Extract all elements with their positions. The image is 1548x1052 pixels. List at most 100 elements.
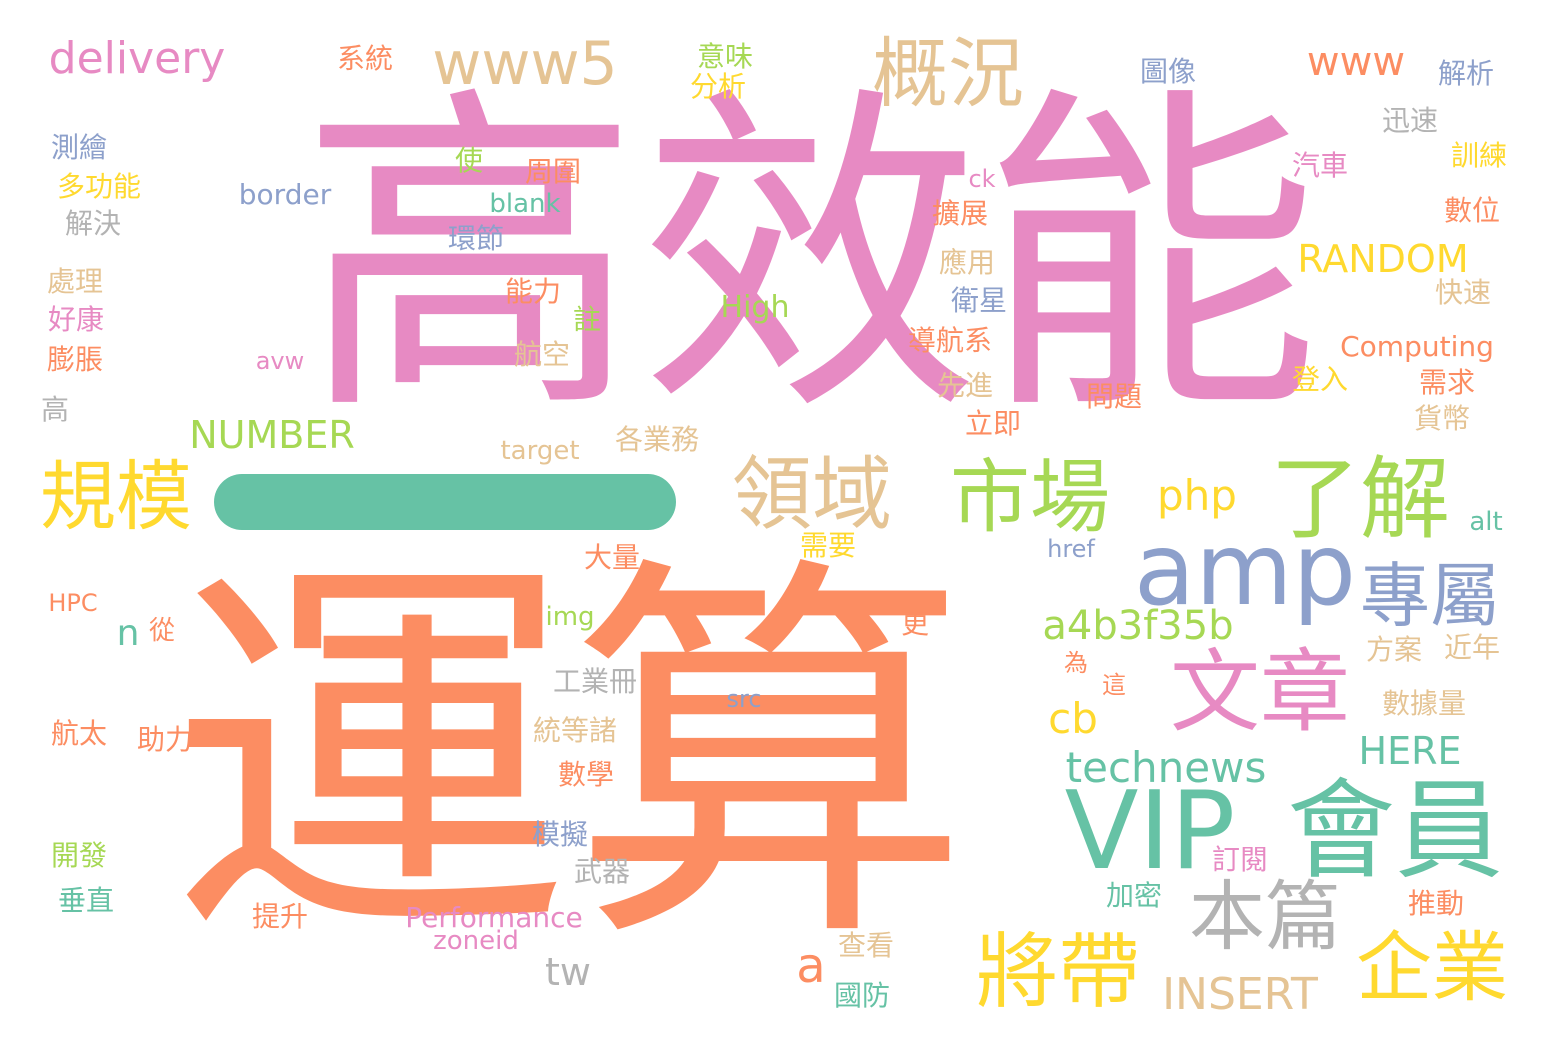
word-alt: alt — [1469, 507, 1503, 537]
word-insert: INSERT — [1162, 969, 1318, 1020]
word-958b-767c: 開發 — [50, 839, 108, 872]
word-5c08-5c6c: 專屬 — [1360, 555, 1500, 637]
word-66f4: 更 — [900, 607, 930, 640]
word-5716-50cf: 圖像 — [1139, 55, 1197, 88]
word-cb: cb — [1048, 694, 1098, 743]
word-ck: ck — [968, 165, 996, 193]
word-php: php — [1157, 471, 1237, 520]
word-6587-7ae0: 文章 — [1170, 640, 1350, 745]
decorative-bar — [214, 474, 676, 530]
word-src: src — [726, 685, 762, 713]
word-www: www — [1306, 39, 1406, 85]
word-a: a — [796, 938, 826, 994]
word-n: n — [116, 613, 140, 654]
word-5148-9032: 先進 — [936, 369, 994, 402]
word-hpc: HPC — [48, 589, 98, 617]
word-5de5-696d-518a: 工業冊 — [552, 665, 638, 698]
word-9700-8981: 需要 — [799, 529, 857, 562]
word-8a3b: 註 — [572, 303, 602, 336]
word-89e3-6790: 解析 — [1437, 57, 1495, 90]
word-65b9-6848: 方案 — [1365, 633, 1423, 666]
word-5782-76f4: 垂直 — [57, 884, 115, 917]
word-delivery: delivery — [48, 33, 226, 84]
word-9019: 這 — [1102, 671, 1126, 699]
word-6578-64da-91cf: 數據量 — [1381, 687, 1467, 720]
word-89e3-6c7a: 解決 — [64, 207, 122, 240]
word-61c9-7528: 應用 — [938, 246, 996, 279]
word-8655-7406: 處理 — [46, 265, 104, 298]
word-904b-7b97: 運算 — [170, 527, 970, 992]
word-9700-6c42: 需求 — [1418, 366, 1476, 399]
word-67e5-770b: 查看 — [837, 929, 895, 962]
word-6c7d-8eca: 汽車 — [1291, 149, 1349, 182]
word-4f7f: 使 — [454, 144, 484, 177]
word-8a13-7df4: 訓練 — [1450, 139, 1508, 172]
word-570b-9632: 國防 — [833, 979, 891, 1012]
word-8fc5-901f: 迅速 — [1381, 104, 1439, 137]
word-random: RANDOM — [1297, 237, 1469, 281]
word-597d-5eb7: 好康 — [47, 303, 105, 336]
word-6578-5b78: 數學 — [557, 758, 615, 791]
word-898f-6a21: 規模 — [40, 452, 192, 541]
word-822a-592a: 航太 — [50, 717, 108, 750]
word-70ba: 為 — [1064, 649, 1088, 677]
word-vip: VIP — [1064, 769, 1236, 894]
word-avw: avw — [255, 347, 305, 375]
word-63d0-5347: 提升 — [251, 900, 309, 933]
word-8ca8-5e63: 貨幣 — [1413, 402, 1471, 435]
word-672c-7bc7: 本篇 — [1189, 872, 1341, 961]
word-6703-54e1: 會員 — [1286, 769, 1504, 894]
word-591a-529f-80fd: 多功能 — [56, 170, 142, 203]
word-767b-5165: 登入 — [1291, 363, 1349, 396]
word-610f-5473: 意味 — [696, 40, 754, 73]
word-img: img — [545, 602, 595, 632]
word-9ad8: 高 — [40, 393, 70, 426]
word-5c07-5e36: 將帶 — [975, 925, 1141, 1020]
word-7cfb-7d71: 系統 — [336, 42, 394, 75]
word-9818-57df: 領域 — [732, 448, 892, 541]
word-zoneid: zoneid — [433, 926, 519, 956]
word-4e86-89e3: 了解 — [1270, 447, 1450, 552]
word-7acb-5373: 立即 — [964, 407, 1022, 440]
word-6982-6cc1: 概況 — [872, 29, 1024, 118]
word-5206-6790: 分析 — [689, 70, 747, 103]
word-href: href — [1047, 535, 1095, 563]
word-5c0e-822a-7cfb: 導航系 — [907, 324, 993, 357]
word-blank: blank — [489, 189, 561, 219]
word-8fd1-5e74: 近年 — [1443, 631, 1501, 664]
word-81a8-8139: 膨脹 — [46, 343, 104, 376]
word-computing: Computing — [1340, 330, 1494, 363]
word-5e02-5834: 市場 — [950, 451, 1110, 544]
word-tw: tw — [545, 950, 591, 994]
word-52a9-529b: 助力 — [136, 723, 194, 756]
word-amp: amp — [1133, 511, 1357, 628]
word-here: HERE — [1358, 729, 1462, 773]
word-6a21-64ec: 模擬 — [531, 818, 589, 851]
word-technews: technews — [1065, 743, 1267, 792]
word-9ad8-6548-80fd: 高效能 — [300, 60, 1320, 456]
word-8a02-95b1: 訂閱 — [1211, 843, 1269, 876]
word-64f4-5c55: 擴展 — [931, 197, 989, 230]
word-target: target — [500, 436, 580, 466]
word-www5: www5 — [432, 29, 618, 99]
word-885b-661f: 衛星 — [950, 284, 1008, 317]
word-822a-7a7a: 航空 — [513, 338, 571, 371]
word-a4b3f35b: a4b3f35b — [1042, 603, 1234, 649]
word-554f-984c: 問題 — [1085, 380, 1143, 413]
word-80fd-529b: 能力 — [504, 275, 562, 308]
word-7d71-7b49-8af8: 統等諸 — [532, 714, 618, 747]
word-74b0-7bc0: 環節 — [447, 222, 505, 255]
word-63a8-52d5: 推動 — [1407, 887, 1465, 920]
word-5468-570d: 周圍 — [524, 155, 582, 188]
word-5feb-901f: 快速 — [1434, 276, 1492, 309]
word-6b66-5668: 武器 — [573, 855, 631, 888]
word-high: High — [720, 290, 790, 325]
word-border: border — [238, 178, 332, 211]
word-6578-4f4d: 數位 — [1443, 194, 1501, 227]
word-4f01-696d: 企業 — [1356, 923, 1508, 1012]
word-5404-696d-52d9: 各業務 — [614, 423, 700, 456]
word-performance: Performance — [405, 901, 583, 934]
word-52a0-5bc6: 加密 — [1105, 879, 1163, 912]
word-5927-91cf: 大量 — [583, 541, 641, 574]
